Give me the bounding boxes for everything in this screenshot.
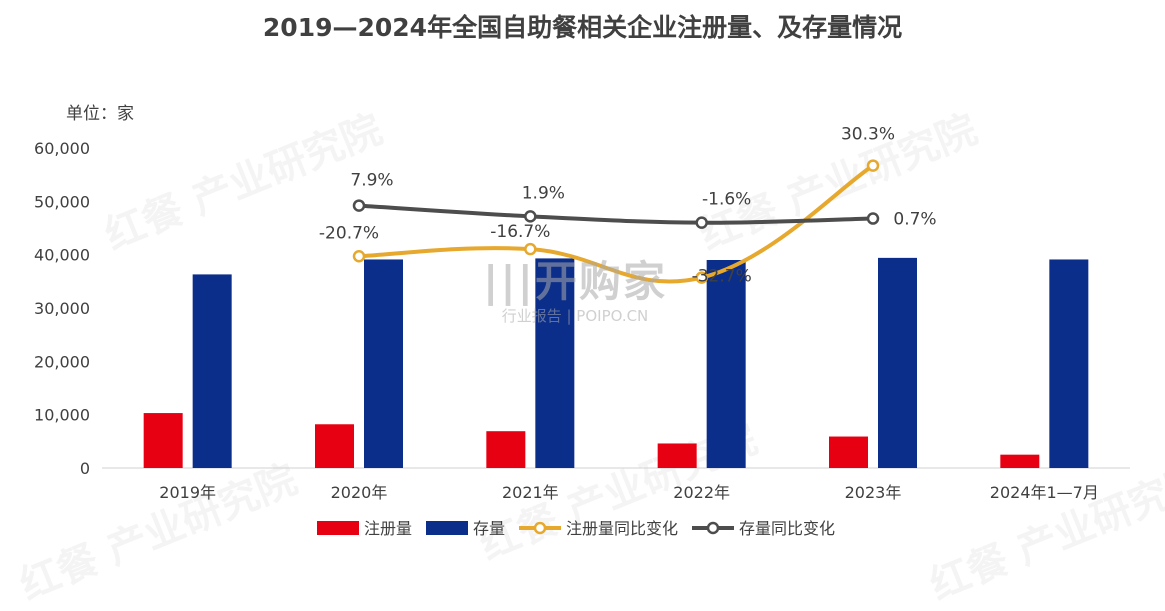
bar-stock [192,274,232,468]
registration-yoy-label: -20.7% [319,223,379,243]
legend-swatch-marker [706,521,720,535]
x-tick-label: 2021年 [502,483,559,502]
y-tick-label: 20,000 [34,352,90,371]
bar-registrations [1000,454,1040,468]
x-tick-label: 2024年1—7月 [990,483,1099,502]
legend-swatch-marker [533,521,547,535]
x-tick-label: 2023年 [845,483,902,502]
registration-yoy-point [524,242,537,256]
legend-swatch [426,521,468,535]
chart-title: 2019—2024年全国自助餐相关企业注册量、及存量情况 [262,13,903,42]
stock-yoy-point [695,216,708,229]
y-tick-label: 0 [80,459,90,478]
x-tick-label: 2020年 [331,483,388,502]
legend-label: 存量同比变化 [739,519,835,538]
watermark-center-sub: 行业报告 | POIPO.CN [501,307,649,325]
x-tick-label: 2022年 [673,483,730,502]
stock-yoy-line [358,203,874,225]
registration-yoy-label: 30.3% [841,125,895,145]
stock-yoy-label: 0.7% [893,210,936,230]
bar-registrations [315,424,354,468]
legend-label: 存量 [473,519,505,538]
watermark-center: |||开购家 行业报告 | POIPO.CN [445,248,705,326]
y-tick-label: 40,000 [34,246,90,265]
bar-stock [535,258,575,468]
y-tick-label: 30,000 [34,299,90,318]
stock-yoy-label: 7.9% [350,171,393,191]
legend-label: 注册量同比变化 [566,519,678,538]
registration-yoy-point [695,271,708,284]
watermark-center-main: |||开购家 [482,257,668,306]
legend-swatch [317,521,359,535]
stock-yoy-label: 1.9% [522,183,565,203]
y-tick-label: 10,000 [34,406,90,425]
stock-yoy-label: -1.6% [702,190,751,210]
bar-stock [706,260,746,468]
y-tick-label: 60,000 [34,139,90,158]
registration-yoy-point [866,159,880,172]
stock-yoy-point [352,199,366,212]
bar-stock [1049,259,1089,468]
registration-yoy-point [352,250,366,263]
bar-registrations [657,443,697,468]
bar-registrations [143,413,183,468]
bar-registrations [829,436,868,468]
legend-label: 注册量 [364,519,412,538]
registration-yoy-label: -32.7% [692,267,752,287]
stock-yoy-point [524,210,537,223]
unit-label: 单位：家 [66,104,134,124]
bar-stock [364,259,403,468]
registration-yoy-label: -16.7% [490,222,550,242]
bar-stock [878,257,917,468]
chart-svg: 单位：家 0 10,000 20,000 30,000 40,000 50,000 60,00… [34,104,1130,538]
y-tick-label: 50,000 [34,192,90,211]
x-tick-label: 2019年 [159,483,216,502]
bar-registrations [486,431,526,468]
stock-yoy-point [866,212,880,225]
